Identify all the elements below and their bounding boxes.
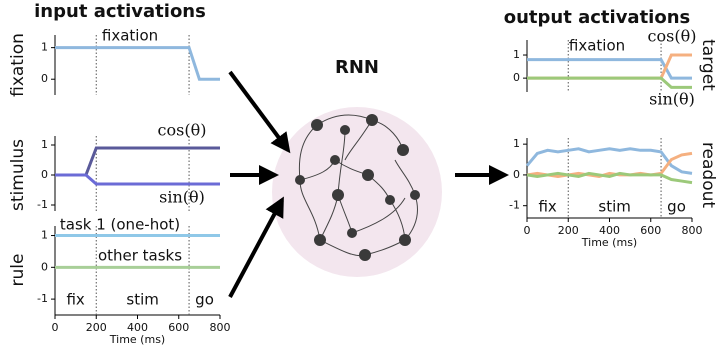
y-tick-label: 1 bbox=[41, 41, 48, 54]
x-tick-label: 200 bbox=[558, 224, 579, 237]
x-tick-label: 800 bbox=[210, 321, 231, 334]
epoch-label: go bbox=[195, 291, 214, 309]
x-tick-label: 0 bbox=[524, 224, 531, 237]
y-axis-label: target bbox=[698, 39, 718, 91]
output-title: output activations bbox=[504, 7, 691, 28]
y-axis-label: fixation bbox=[8, 33, 28, 97]
series-label: fixation bbox=[102, 27, 158, 45]
epoch-label: fix bbox=[538, 198, 556, 216]
y-tick-label: 1 bbox=[41, 138, 48, 151]
series-line bbox=[55, 48, 220, 80]
y-tick-label: -1 bbox=[37, 198, 48, 211]
series-label: task 1 (one-hot) bbox=[60, 216, 180, 234]
input-title: input activations bbox=[34, 1, 206, 22]
y-axis-label: rule bbox=[8, 254, 28, 287]
epoch-label: stim bbox=[598, 198, 630, 216]
series-label: other tasks bbox=[98, 247, 182, 265]
y-axis-label: readout bbox=[698, 142, 718, 208]
y-tick-label: 0 bbox=[513, 71, 520, 84]
series-line bbox=[527, 78, 692, 87]
x-tick-label: 600 bbox=[640, 224, 661, 237]
x-tick-label: 600 bbox=[168, 321, 189, 334]
y-tick-label: -1 bbox=[37, 292, 48, 305]
series-line bbox=[55, 175, 220, 184]
x-axis-label: Time (ms) bbox=[581, 236, 637, 249]
series-line bbox=[527, 149, 692, 174]
epoch-label: go bbox=[667, 198, 686, 216]
y-tick-label: 1 bbox=[513, 48, 520, 61]
x-tick-label: 0 bbox=[52, 321, 59, 334]
y-tick-label: 1 bbox=[41, 229, 48, 242]
series-line bbox=[55, 148, 220, 175]
y-tick-label: -1 bbox=[509, 199, 520, 212]
y-tick-label: 1 bbox=[513, 137, 520, 150]
y-axis-label: stimulus bbox=[8, 139, 28, 211]
series-label: sin(θ) bbox=[649, 90, 695, 109]
y-tick-label: 0 bbox=[41, 168, 48, 181]
series-label: sin(θ) bbox=[159, 188, 205, 207]
x-axis-label: Time (ms) bbox=[109, 333, 165, 346]
series-label: cos(θ) bbox=[648, 27, 697, 46]
y-tick-label: 0 bbox=[41, 260, 48, 273]
epoch-label: stim bbox=[126, 291, 158, 309]
figure: input activations output activations RNN… bbox=[0, 0, 720, 358]
rnn-label: RNN bbox=[335, 57, 379, 78]
series-label: cos(θ) bbox=[158, 121, 207, 140]
y-tick-label: 0 bbox=[513, 168, 520, 181]
x-tick-label: 200 bbox=[86, 321, 107, 334]
y-tick-label: 0 bbox=[41, 72, 48, 85]
epoch-label: fix bbox=[66, 291, 84, 309]
series-label: fixation bbox=[569, 37, 625, 55]
x-tick-label: 800 bbox=[682, 224, 703, 237]
